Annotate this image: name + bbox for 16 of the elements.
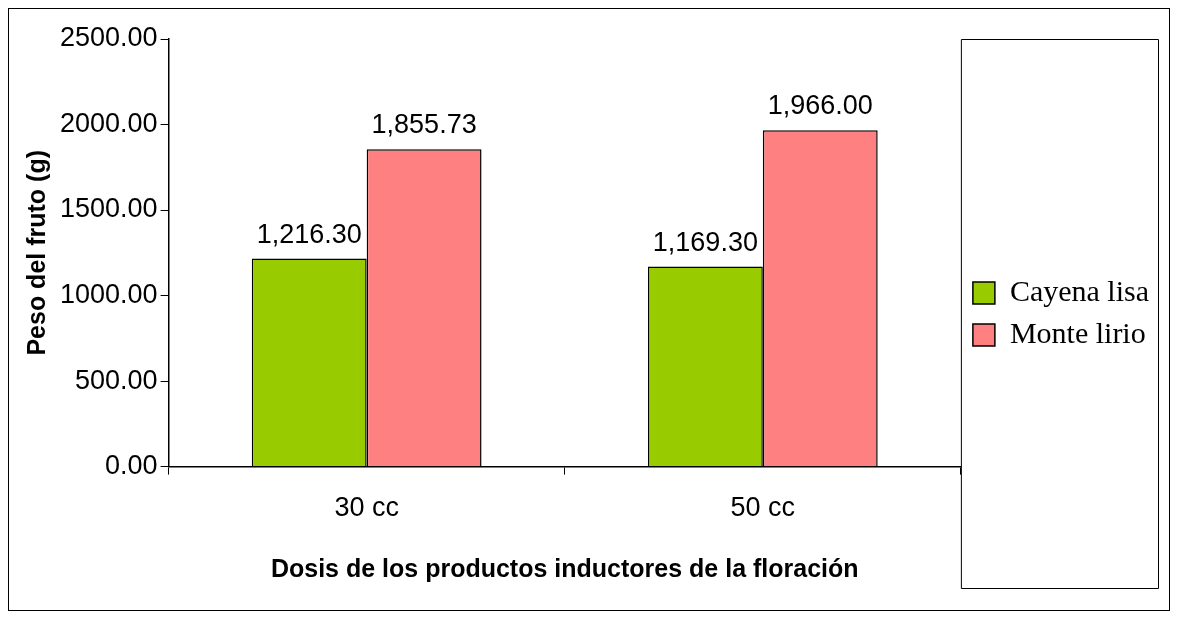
x-axis-title: Dosis de los productos inductores de la floración	[270, 553, 859, 582]
y-tick-label: 0.00	[105, 450, 158, 481]
y-tick-label: 500.00	[75, 364, 158, 395]
x-tick-label: 30 cc	[334, 492, 399, 523]
legend-label: Monte lirio	[1009, 315, 1146, 349]
x-tick-label: 50 cc	[730, 492, 796, 523]
y-tick-label: 1000.00	[59, 279, 158, 310]
y-tick-label: 1500.00	[59, 193, 158, 224]
data-label: 1,855.73	[371, 109, 477, 140]
y-tick-label: 2000.00	[59, 107, 158, 138]
y-tick-label: 2500.00	[59, 22, 158, 53]
data-label: 1,966.00	[767, 90, 873, 121]
y-axis-title: Peso del fruto (g)	[21, 150, 50, 356]
data-label: 1,169.30	[652, 226, 758, 257]
legend-label: Cayena lisa	[1009, 273, 1150, 307]
data-label: 1,216.30	[256, 218, 362, 249]
